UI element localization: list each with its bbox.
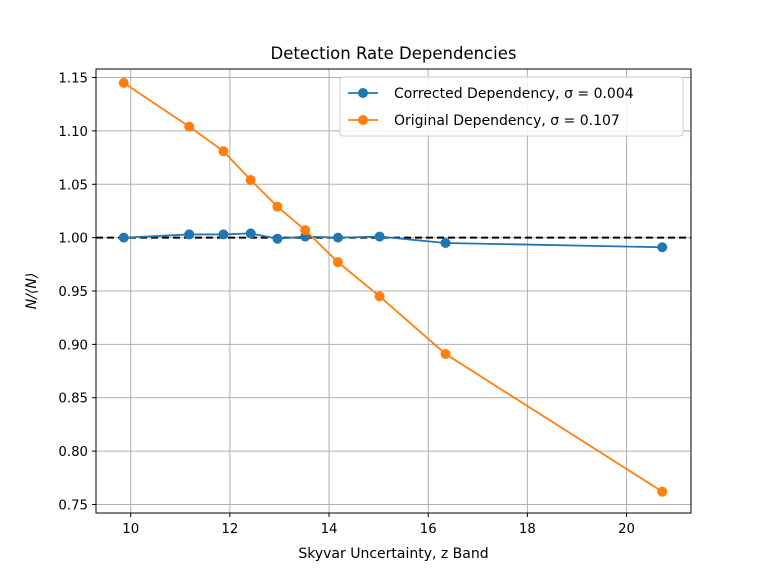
series-1-point [184,229,195,240]
series-2-point [245,175,256,185]
series-1-point [657,242,668,253]
legend-entry-label: Original Dependency, σ = 0.107 [394,113,620,129]
y-axis: 0.75 0.80 0.85 0.90 0.95 1.00 1.05 1.10 1.15 [58,72,96,513]
legend: Corrected Dependency, σ = 0.004 Original … [339,76,684,137]
y-tick-label: 0.95 [58,285,88,300]
series-group [118,77,668,497]
legend-entry-label: Corrected Dependency, σ = 0.004 [394,86,634,102]
series-1-point [118,232,129,243]
y-tick-label: 1.15 [58,72,88,87]
series-1-point [374,231,385,242]
x-tick-label: 10 [122,522,139,537]
x-tick-label: 20 [618,522,635,537]
series-2-point [300,225,311,236]
legend-box [339,76,684,137]
series-2-point [218,146,229,157]
chart-title: Detection Rate Dependencies [271,44,517,63]
y-tick-label: 0.90 [58,338,88,353]
series-1-point [440,237,451,248]
series-line-2 [123,82,663,493]
series-2-point [272,201,283,212]
y-tick-label: 1.10 [58,125,88,140]
x-tick-label: 16 [420,522,437,537]
y-tick-label: 0.80 [58,445,88,460]
series-2-point [118,77,129,88]
series-1-point [332,232,343,243]
series-line-1 [123,232,663,249]
x-axis: 10 12 14 16 18 20 [122,513,635,537]
y-tick-label: 1.00 [58,232,88,247]
series-2-point [440,348,451,359]
x-tick-label: 14 [321,522,338,537]
legend-swatch-marker [358,88,368,98]
series-1-point [218,229,229,240]
y-tick-label: 0.85 [58,392,88,407]
y-tick-label: 1.05 [58,178,88,193]
y-tick-label: 0.75 [58,498,88,513]
series-2-point [657,486,668,497]
x-tick-label: 12 [221,522,238,537]
y-axis-label: N/⟨N⟩ [24,273,40,310]
series-1-point [245,228,256,239]
x-tick-label: 18 [519,522,536,537]
series-2-point [374,291,385,302]
series-1-point [272,233,283,244]
series-2-point [184,121,195,132]
series-2-point [332,257,343,268]
legend-swatch-marker [358,115,368,125]
x-axis-label: Skyvar Uncertainty, z Band [298,546,488,562]
